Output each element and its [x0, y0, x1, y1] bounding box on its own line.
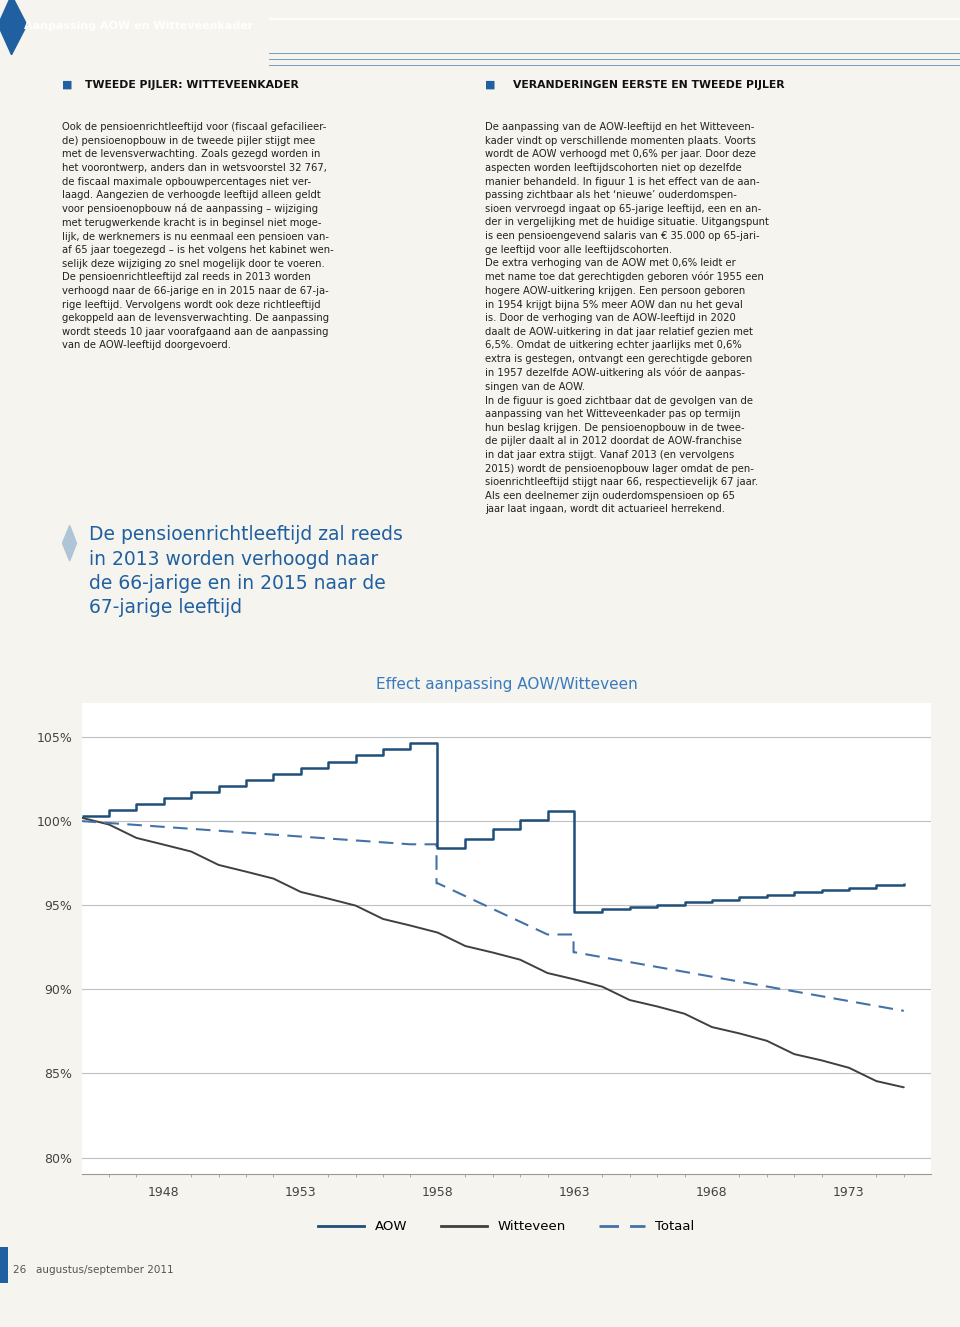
Text: ■: ■ — [62, 80, 73, 90]
Text: Ook de pensioenrichtleeftijd voor (fiscaal gefacilieer-
de) pensioenopbouw in de: Ook de pensioenrichtleeftijd voor (fisca… — [62, 122, 334, 350]
Text: ■: ■ — [485, 80, 495, 90]
Legend: AOW, Witteveen, Totaal: AOW, Witteveen, Totaal — [313, 1216, 700, 1238]
Polygon shape — [0, 0, 27, 54]
Text: Aanpassing AOW en Witteveenkader: Aanpassing AOW en Witteveenkader — [24, 21, 253, 31]
Bar — [0, 1247, 8, 1283]
Title: Effect aanpassing AOW/Witteveen: Effect aanpassing AOW/Witteveen — [375, 677, 637, 693]
Text: TWEEDE PIJLER: WITTEVEENKADER: TWEEDE PIJLER: WITTEVEENKADER — [84, 80, 299, 90]
Text: VERANDERINGEN EERSTE EN TWEEDE PIJLER: VERANDERINGEN EERSTE EN TWEEDE PIJLER — [514, 80, 785, 90]
Text: 26   augustus/september 2011: 26 augustus/september 2011 — [13, 1265, 174, 1275]
Text: De pensioenrichtleeftijd zal reeds
in 2013 worden verhoogd naar
de 66-jarige en : De pensioenrichtleeftijd zal reeds in 20… — [88, 525, 402, 617]
Polygon shape — [62, 525, 77, 561]
Text: De aanpassing van de AOW-leeftijd en het Witteveen-
kader vindt op verschillende: De aanpassing van de AOW-leeftijd en het… — [485, 122, 769, 515]
